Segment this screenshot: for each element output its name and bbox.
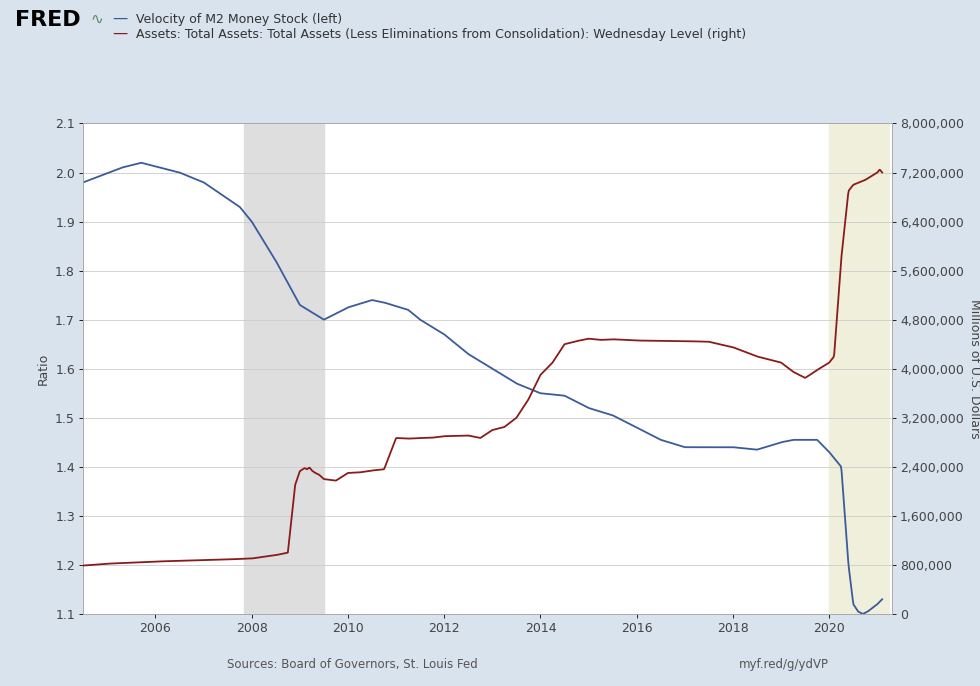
- Text: myf.red/g/ydVP: myf.red/g/ydVP: [739, 658, 829, 671]
- Bar: [244, 123, 324, 614]
- Text: ∿: ∿: [90, 12, 103, 27]
- Text: Assets: Total Assets: Total Assets (Less Eliminations from Consolidation): Wedne: Assets: Total Assets: Total Assets (Less…: [132, 28, 747, 41]
- Y-axis label: Millions of U.S. Dollars: Millions of U.S. Dollars: [968, 299, 980, 438]
- Text: —: —: [113, 26, 128, 41]
- Text: Sources: Board of Governors, St. Louis Fed: Sources: Board of Governors, St. Louis F…: [227, 658, 478, 671]
- Text: —: —: [113, 11, 128, 26]
- Text: Velocity of M2 Money Stock (left): Velocity of M2 Money Stock (left): [132, 13, 342, 26]
- Text: FRED: FRED: [15, 10, 80, 30]
- Y-axis label: Ratio: Ratio: [36, 353, 50, 385]
- Bar: [829, 123, 890, 614]
